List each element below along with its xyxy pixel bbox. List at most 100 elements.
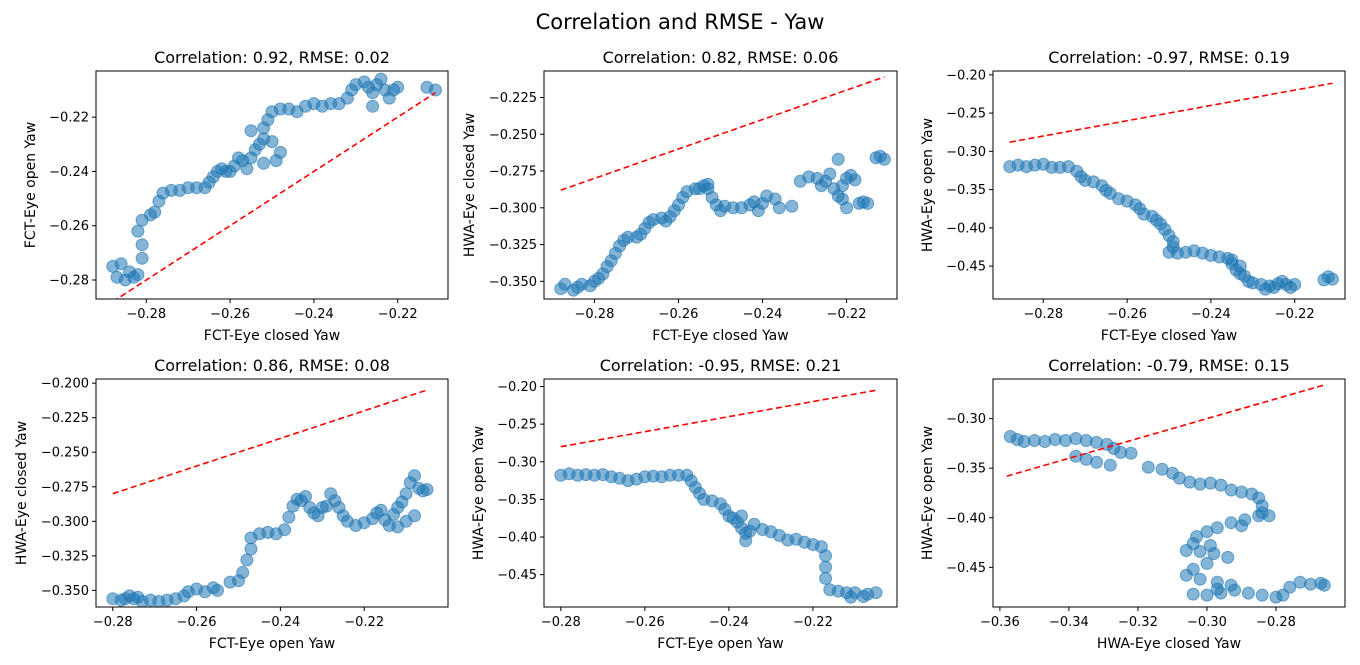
scatter-point: [1186, 587, 1200, 601]
x-tick-label: −0.22: [378, 307, 418, 322]
y-tick-label: −0.30: [946, 145, 986, 160]
subplot-6: −0.36 −0.34 −0.32 −0.30 −0.28 −0.45 −0.40 −0.35…: [920, 356, 1346, 652]
scatter-point: [1325, 272, 1339, 286]
scatter-point: [1235, 519, 1248, 533]
y-tick-label: −0.275: [489, 165, 537, 180]
scatter-point: [1200, 556, 1214, 570]
scatter-point: [1224, 483, 1238, 497]
scatter-point: [1293, 575, 1307, 589]
x-tick-label: −0.32: [1118, 615, 1158, 630]
scatter-point: [840, 201, 854, 215]
scatter-point: [1233, 259, 1247, 273]
scatter-point: [211, 583, 224, 597]
x-tick-label: −0.28: [126, 307, 166, 322]
axes-frame: [95, 378, 449, 608]
scatter-point: [1090, 435, 1103, 449]
x-tick-label: −0.22: [1275, 307, 1315, 322]
identity-line: [1006, 384, 1325, 477]
scatter-point: [1255, 588, 1269, 602]
axes-frame: [992, 378, 1346, 608]
x-tick-label: −0.26: [210, 307, 250, 322]
x-tick-label: −0.26: [625, 615, 665, 630]
y-tick-label: −0.40: [497, 531, 537, 546]
scatter-point: [861, 196, 875, 210]
x-axis-label: FCT-Eye open Yaw: [209, 636, 335, 652]
y-tick-label: −0.25: [497, 418, 537, 433]
scatter-point: [1252, 509, 1266, 523]
scatter-points: [554, 467, 883, 604]
scatter-point: [869, 586, 883, 600]
scatter-point: [819, 571, 833, 585]
y-tick-label: −0.350: [41, 584, 89, 599]
scatter-point: [1288, 278, 1302, 291]
subplot-title: Correlation: -0.97, RMSE: 0.19: [1048, 48, 1290, 67]
scatter-point: [366, 99, 380, 113]
scatter-point: [269, 154, 283, 168]
subplot-4: −0.28 −0.26 −0.24 −0.22 −0.350 −0.325 −0.300 −0…: [14, 356, 449, 652]
y-tick-label: −0.300: [41, 515, 89, 530]
y-tick-label: −0.35: [497, 493, 537, 508]
identity-line: [115, 92, 436, 299]
y-tick-label: −0.22: [49, 111, 89, 126]
scatter-point: [135, 238, 149, 252]
y-tick-label: −0.35: [946, 183, 986, 198]
x-tick-label: −0.28: [541, 615, 581, 630]
subplot-grid: −0.28 −0.26 −0.24 −0.22 −0.28 −0.26 −0.24 −0.22…: [14, 48, 1346, 652]
scatter-point: [844, 590, 858, 604]
scatter-point: [1203, 476, 1217, 490]
identity-line: [112, 389, 428, 495]
scatter-points: [106, 72, 442, 287]
scatter-point: [408, 509, 421, 523]
x-tick-label: −0.22: [793, 615, 833, 630]
scatter-point: [265, 135, 279, 149]
y-tick-label: −0.26: [49, 219, 89, 234]
scatter-point: [1228, 583, 1242, 597]
subplot-title: Correlation: -0.95, RMSE: 0.21: [600, 356, 842, 375]
scatter-point: [848, 173, 862, 187]
scatter-point: [299, 490, 312, 503]
scatter-point: [135, 251, 149, 265]
identity-line: [560, 389, 877, 448]
y-tick-label: −0.30: [946, 412, 986, 427]
y-axis-label: HWA-Eye open Yaw: [920, 118, 936, 252]
x-axis-label: FCT-Eye open Yaw: [657, 636, 783, 652]
scatter-point: [428, 83, 442, 97]
subplot-title: Correlation: -0.79, RMSE: 0.15: [1048, 356, 1290, 375]
scatter-point: [374, 72, 388, 86]
scatter-points: [106, 469, 434, 607]
scatter-point: [1141, 460, 1155, 474]
scatter-point: [240, 162, 254, 176]
x-tick-label: −0.36: [980, 615, 1020, 630]
subplot-1: −0.28 −0.26 −0.24 −0.22 −0.28 −0.26 −0.24 −0.22…: [23, 48, 449, 344]
scatter-point: [278, 523, 292, 537]
x-tick-label: −0.28: [575, 307, 615, 322]
scatter-point: [772, 201, 786, 215]
scatter-point: [391, 80, 405, 94]
scatter-point: [1179, 568, 1193, 582]
x-tick-label: −0.28: [1256, 615, 1296, 630]
y-tick-label: −0.40: [946, 511, 986, 526]
scatter-point: [1210, 582, 1224, 596]
scatter-point: [1241, 586, 1255, 600]
subplot-title: Correlation: 0.82, RMSE: 0.06: [603, 48, 839, 67]
identity-line: [1009, 82, 1333, 143]
y-tick-label: −0.45: [946, 561, 986, 576]
x-tick-label: −0.24: [1191, 307, 1231, 322]
scatter-point: [399, 487, 413, 501]
x-tick-label: −0.24: [709, 615, 749, 630]
x-tick-label: −0.26: [1107, 307, 1147, 322]
scatter-point: [785, 199, 799, 213]
scatter-point: [131, 224, 145, 238]
y-axis-label: HWA-Eye open Yaw: [920, 426, 936, 560]
scatter-point: [131, 268, 145, 282]
scatter-points: [1003, 430, 1331, 604]
axes-frame: [992, 70, 1346, 300]
scatter-point: [244, 542, 258, 556]
x-tick-label: −0.24: [260, 615, 300, 630]
x-tick-label: −0.24: [743, 307, 783, 322]
scatter-point: [819, 560, 833, 574]
scatter-point: [1200, 525, 1214, 539]
scatter-point: [1200, 588, 1214, 602]
scatter-point: [1193, 545, 1207, 558]
axes-frame: [95, 70, 449, 300]
